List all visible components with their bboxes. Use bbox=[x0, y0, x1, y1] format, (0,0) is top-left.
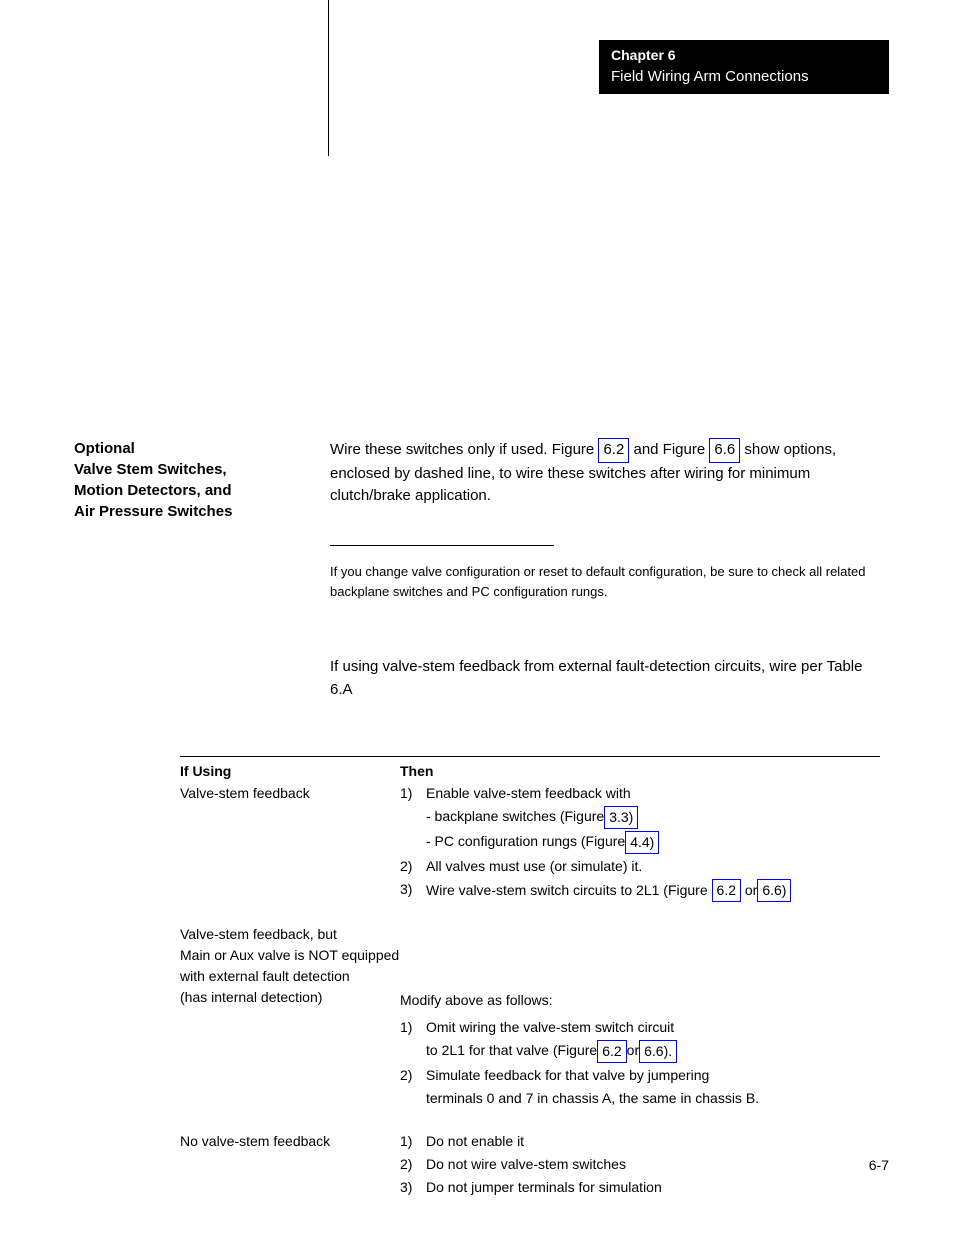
list-text: All valves must use (or simulate) it. bbox=[426, 856, 642, 877]
table-row: Valve-stem feedback 1)Enable valve-stem … bbox=[180, 783, 880, 904]
list-subitem: to 2L1 for that valve (Figure 6.2 or 6.6… bbox=[400, 1040, 880, 1063]
list-item: 3)Wire valve-stem switch circuits to 2L1… bbox=[400, 879, 880, 902]
chapter-label: Chapter 6 bbox=[611, 46, 877, 66]
list-item: 3)Do not jumper terminals for simulation bbox=[400, 1177, 880, 1198]
heading-line: Valve Stem Switches, bbox=[74, 459, 232, 480]
column-header-if: If Using bbox=[180, 763, 400, 779]
para-text: Wire these switches only if used. Figure bbox=[330, 441, 598, 458]
chapter-title: Field Wiring Arm Connections bbox=[611, 66, 877, 87]
sub-text: or bbox=[627, 1040, 639, 1063]
para-text: and Figure bbox=[629, 441, 709, 458]
figure-link[interactable]: 6.2 bbox=[712, 879, 741, 902]
list-subitem: - PC configuration rungs (Figure 4.4) bbox=[400, 831, 880, 854]
then-cell: 1)Enable valve-stem feedback with - back… bbox=[400, 783, 880, 904]
instruction-table: If Using Then Valve-stem feedback 1)Enab… bbox=[180, 756, 880, 1220]
if-line: (has internal detection) bbox=[180, 987, 400, 1008]
list-marker: 1) bbox=[400, 783, 426, 804]
list-marker: 3) bbox=[400, 1177, 426, 1198]
heading-line: Air Pressure Switches bbox=[74, 501, 232, 522]
table-row: No valve-stem feedback 1)Do not enable i… bbox=[180, 1131, 880, 1200]
column-header-then: Then bbox=[400, 763, 880, 779]
chapter-header: Chapter 6 Field Wiring Arm Connections bbox=[599, 40, 889, 94]
table-rule bbox=[180, 756, 880, 757]
sub-text: - backplane switches (Figure bbox=[426, 806, 604, 829]
list-text: Do not jumper terminals for simulation bbox=[426, 1177, 662, 1198]
figure-link[interactable]: 6.2 bbox=[597, 1040, 626, 1063]
footnote-text: If you change valve configuration or res… bbox=[330, 562, 885, 601]
list-marker: 1) bbox=[400, 1017, 426, 1038]
list-text: Do not wire valve-stem switches bbox=[426, 1154, 626, 1175]
table-header-row: If Using Then bbox=[180, 763, 880, 779]
list-marker: 1) bbox=[400, 1131, 426, 1152]
modify-note: Modify above as follows: bbox=[400, 990, 880, 1011]
sub-text: - PC configuration rungs (Figure bbox=[426, 831, 625, 854]
list-item: 1)Omit wiring the valve-stem switch circ… bbox=[400, 1017, 880, 1038]
then-cell: 1)Do not enable it 2)Do not wire valve-s… bbox=[400, 1131, 880, 1200]
figure-link[interactable]: 6.6) bbox=[757, 879, 791, 902]
table-row: Valve-stem feedback, but Main or Aux val… bbox=[180, 924, 880, 1111]
section-heading: Optional Valve Stem Switches, Motion Det… bbox=[74, 438, 232, 522]
list-marker: 2) bbox=[400, 1154, 426, 1175]
list-marker: 2) bbox=[400, 1065, 426, 1086]
list-text: Wire valve-stem switch circuits to 2L1 (… bbox=[426, 879, 791, 902]
heading-line: Optional bbox=[74, 438, 232, 459]
list-item: 1)Enable valve-stem feedback with bbox=[400, 783, 880, 804]
list-item: 1)Do not enable it bbox=[400, 1131, 880, 1152]
list-marker: 2) bbox=[400, 856, 426, 877]
figure-link[interactable]: 6.6). bbox=[639, 1040, 677, 1063]
if-cell: Valve-stem feedback bbox=[180, 783, 400, 904]
figure-link[interactable]: 3.3) bbox=[604, 806, 638, 829]
list-marker: 3) bbox=[400, 879, 426, 902]
list-subitem: terminals 0 and 7 in chassis A, the same… bbox=[400, 1088, 880, 1109]
heading-line: Motion Detectors, and bbox=[74, 480, 232, 501]
list-item: 2)Do not wire valve-stem switches bbox=[400, 1154, 880, 1175]
list-subitem: - backplane switches (Figure 3.3) bbox=[400, 806, 880, 829]
list-item: 2)All valves must use (or simulate) it. bbox=[400, 856, 880, 877]
then-cell: Modify above as follows: 1)Omit wiring t… bbox=[400, 924, 880, 1111]
if-cell: Valve-stem feedback, but Main or Aux val… bbox=[180, 924, 400, 1111]
horizontal-divider bbox=[330, 545, 554, 546]
list-text: Simulate feedback for that valve by jump… bbox=[426, 1065, 709, 1086]
if-line: with external fault detection bbox=[180, 966, 400, 987]
body-paragraph: Wire these switches only if used. Figure… bbox=[330, 438, 885, 508]
sub-text: to 2L1 for that valve (Figure bbox=[426, 1040, 597, 1063]
if-line: Main or Aux valve is NOT equipped bbox=[180, 945, 400, 966]
body-paragraph: If using valve-stem feedback from extern… bbox=[330, 656, 885, 701]
if-line: Valve-stem feedback, but bbox=[180, 924, 400, 945]
vertical-divider bbox=[328, 0, 329, 156]
page-number: 6-7 bbox=[869, 1157, 889, 1173]
if-cell: No valve-stem feedback bbox=[180, 1131, 400, 1200]
list-text: Enable valve-stem feedback with bbox=[426, 783, 631, 804]
list-item: 2)Simulate feedback for that valve by ju… bbox=[400, 1065, 880, 1086]
figure-link[interactable]: 4.4) bbox=[625, 831, 659, 854]
figure-link[interactable]: 6.6 bbox=[709, 438, 740, 463]
spacer bbox=[400, 924, 880, 990]
list-text: Do not enable it bbox=[426, 1131, 524, 1152]
figure-link[interactable]: 6.2 bbox=[598, 438, 629, 463]
list-text: Omit wiring the valve-stem switch circui… bbox=[426, 1017, 674, 1038]
